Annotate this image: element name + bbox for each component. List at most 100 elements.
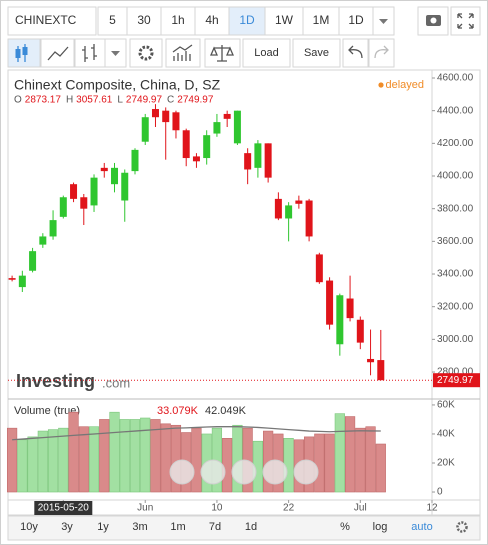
volume-ma [12, 426, 381, 441]
range-button[interactable]: 3y [61, 521, 73, 533]
interval-button[interactable] [302, 6, 340, 36]
drawing-button[interactable] [40, 38, 75, 68]
volume-bar [232, 424, 243, 493]
nav-button[interactable] [200, 459, 226, 485]
x-tick-highlight [34, 501, 93, 515]
interval-label: 1D [239, 13, 255, 27]
line-icon [47, 46, 69, 61]
camera-lens [430, 17, 437, 24]
volume-bar [78, 426, 89, 493]
snapshot-button[interactable] [417, 6, 449, 36]
range-button[interactable]: 10y [20, 521, 38, 533]
x-tick-label: Jun [137, 503, 153, 514]
ohlc-letter: L [117, 95, 123, 106]
last-price-tag [433, 373, 480, 388]
undo-button[interactable] [342, 38, 369, 68]
volume-bar [6, 427, 18, 493]
candle-body [377, 360, 385, 381]
volume-bar [160, 423, 171, 493]
range-button[interactable]: 1d [245, 521, 257, 533]
interval-button[interactable] [338, 6, 374, 36]
y-tick-label: 3400.00 [437, 269, 474, 280]
volume-bar [355, 427, 366, 493]
candle-body [100, 167, 108, 172]
save-label: Save [304, 47, 329, 59]
chart-title: Chinext Composite, China, D, SZ [14, 77, 221, 93]
volume-bar [324, 433, 335, 493]
load-button[interactable] [242, 38, 291, 68]
candle-icon [15, 49, 21, 58]
compare-icon [210, 45, 234, 62]
range-button[interactable]: 1m [170, 521, 185, 533]
y-tick-label: 20K [437, 458, 455, 469]
volume-bar [88, 426, 100, 493]
y-tick-label: 3600.00 [437, 236, 474, 247]
symbol-input[interactable] [7, 6, 97, 36]
candle-body [213, 122, 221, 134]
fullscreen-button[interactable] [450, 6, 481, 36]
x-tick-label: 2015-05-20 [38, 503, 90, 514]
ohlc-letter: O [14, 95, 22, 106]
caret [379, 19, 388, 24]
volume-bar [334, 413, 345, 493]
volume-bar [191, 427, 202, 493]
interval-button[interactable] [194, 6, 230, 36]
nav-button[interactable] [293, 459, 319, 485]
nav-button[interactable] [169, 459, 195, 485]
candle-body [70, 184, 78, 199]
y-tick-label: 4400.00 [437, 105, 474, 116]
bars-button[interactable] [74, 38, 106, 68]
y-tick-label: 2800.00 [437, 367, 474, 378]
volume-bar [17, 439, 28, 493]
interval-label: 1h [171, 13, 184, 27]
interval-button[interactable] [97, 6, 128, 36]
volume-bar [119, 419, 130, 493]
nav-button[interactable] [231, 459, 257, 485]
candle-body [131, 149, 139, 172]
indicators-icon [172, 44, 193, 61]
candle-body [121, 172, 129, 201]
nav-button[interactable] [262, 459, 288, 485]
percent-toggle[interactable]: % [340, 521, 350, 533]
range-button[interactable]: 3m [132, 521, 147, 533]
settings-icon[interactable] [456, 521, 468, 533]
interval-label: 5 [109, 13, 116, 27]
indicators-button[interactable] [165, 38, 201, 68]
volume-bar [170, 424, 182, 493]
interval-label: 1M [313, 13, 330, 27]
y-tick-label: 3000.00 [437, 334, 474, 345]
volume-bar [47, 429, 59, 493]
volume-ma-value: 42.049K [205, 405, 247, 417]
interval-label: 1W [275, 13, 294, 27]
x-tick-label: 22 [283, 503, 295, 514]
volume-bar [99, 419, 110, 493]
log-toggle[interactable]: log [373, 521, 388, 533]
volume-bar [140, 417, 151, 493]
save-button[interactable] [292, 38, 341, 68]
candle-body [336, 295, 344, 345]
range-button[interactable]: 7d [209, 521, 221, 533]
redo-button[interactable] [368, 38, 395, 68]
volume-bar [375, 443, 386, 493]
caret [111, 51, 120, 56]
candle-body [326, 280, 334, 325]
volume-bar [27, 436, 38, 493]
candle-body [356, 319, 364, 343]
candle-body [141, 117, 149, 142]
status: delayed [385, 79, 424, 91]
candle-body [285, 205, 293, 219]
candle-body [295, 200, 303, 204]
range-button[interactable]: 1y [97, 521, 109, 533]
auto-toggle[interactable]: auto [411, 521, 432, 533]
load-label: Load [254, 47, 278, 59]
candle-body [111, 167, 119, 185]
candle-body [254, 143, 262, 168]
candle-body [346, 298, 354, 319]
interval-button[interactable] [264, 6, 304, 36]
candle-body [80, 197, 88, 209]
interval-button[interactable] [228, 6, 266, 36]
candle-body [203, 135, 211, 159]
candle-body [172, 112, 180, 131]
settings-button[interactable] [129, 38, 163, 68]
